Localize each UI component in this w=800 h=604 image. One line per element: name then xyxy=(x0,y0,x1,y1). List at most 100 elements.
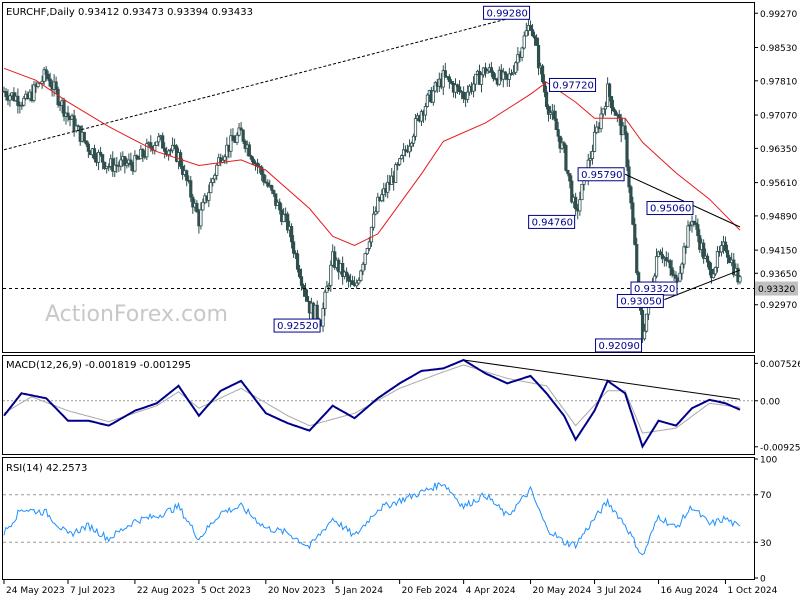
candle-body xyxy=(350,280,355,285)
rsi-panel-title: RSI(14) 42.2573 xyxy=(6,463,87,474)
price-label: 0.92520 xyxy=(277,321,318,332)
candle-body xyxy=(303,288,308,297)
candle-body xyxy=(658,251,663,256)
price-y-tick-label: 0.93650 xyxy=(760,270,797,280)
candle-body xyxy=(707,261,712,270)
price-y-tick-label: 0.99270 xyxy=(760,10,797,20)
candle-body xyxy=(455,84,460,88)
candle-body xyxy=(489,67,494,73)
candle-body xyxy=(514,62,518,73)
candle-body xyxy=(609,96,614,109)
price-label-box xyxy=(528,214,576,229)
candle-body xyxy=(329,264,333,286)
candle-body xyxy=(386,181,390,193)
candle-body xyxy=(433,82,437,92)
candle-body xyxy=(407,145,412,153)
candle-body xyxy=(457,86,462,92)
candle-body xyxy=(211,178,215,183)
candle-body xyxy=(546,106,551,115)
candle-body xyxy=(611,107,616,112)
candle-body xyxy=(552,110,556,120)
candle-body xyxy=(282,214,286,222)
candle-body xyxy=(92,148,97,160)
candle-body xyxy=(305,296,310,302)
candle-body xyxy=(711,273,716,279)
candle-body xyxy=(135,155,139,159)
candle-body xyxy=(668,260,672,269)
candle-body xyxy=(617,114,621,119)
candle-body xyxy=(715,251,720,268)
macd-line xyxy=(3,358,741,449)
candle-body xyxy=(613,110,617,116)
candle-body xyxy=(231,135,235,141)
candle-body xyxy=(680,263,684,274)
candle-body xyxy=(82,131,86,142)
candle-body xyxy=(213,174,217,180)
candle-body xyxy=(54,81,58,90)
candle-body xyxy=(153,144,157,151)
x-axis-tick-label: 7 Jul 2023 xyxy=(70,586,115,596)
candle-body xyxy=(141,149,145,157)
candle-body xyxy=(723,241,728,251)
candle-body xyxy=(540,65,545,83)
candle-body xyxy=(692,220,696,224)
candle-body xyxy=(522,35,526,49)
x-axis-tick-label: 24 May 2023 xyxy=(6,586,65,596)
candle-body xyxy=(161,135,165,149)
candle-body xyxy=(398,158,402,165)
candle-body xyxy=(509,73,514,75)
candle-body xyxy=(376,196,380,213)
candle-body xyxy=(16,95,20,106)
candle-body xyxy=(363,253,367,265)
price-label: 0.99280 xyxy=(487,8,528,19)
candle-body xyxy=(431,90,435,103)
candle-body xyxy=(22,97,26,106)
candle-body xyxy=(485,70,490,74)
candle-body xyxy=(580,183,584,201)
candle-body xyxy=(736,267,740,283)
candle-body xyxy=(403,149,408,152)
candle-body xyxy=(191,196,195,208)
price-label: 0.95790 xyxy=(581,170,622,181)
macd-y-tick-label: 0.007526 xyxy=(760,360,800,370)
candle-body xyxy=(705,255,710,263)
candle-body xyxy=(443,70,447,77)
candle-body xyxy=(568,173,572,182)
candle-body xyxy=(119,159,123,167)
candle-body xyxy=(473,73,478,85)
candle-body xyxy=(503,71,507,75)
candle-body xyxy=(333,251,337,268)
candle-body xyxy=(725,250,730,258)
candle-body xyxy=(241,129,245,142)
rsi-line xyxy=(3,481,741,556)
candle-body xyxy=(163,147,167,152)
candle-body xyxy=(365,248,369,255)
candle-body xyxy=(290,226,294,243)
candle-body xyxy=(48,78,52,87)
candle-body xyxy=(635,244,639,274)
candle-body xyxy=(239,127,243,131)
candle-body xyxy=(660,254,665,260)
candle-body xyxy=(528,25,533,31)
candle-body xyxy=(169,149,173,152)
triangle-trendline xyxy=(624,173,741,228)
x-axis-tick-label: 5 Jan 2024 xyxy=(335,586,383,596)
candle-body xyxy=(664,257,668,261)
candle-body xyxy=(98,151,103,155)
price-y-tick-label: 0.98530 xyxy=(760,44,797,54)
candle-body xyxy=(625,132,629,168)
candle-body xyxy=(400,155,404,160)
candle-body xyxy=(84,140,88,145)
candle-body xyxy=(325,286,329,293)
candle-body xyxy=(249,155,253,160)
candle-body xyxy=(72,115,76,132)
candle-body xyxy=(466,91,470,100)
candle-body xyxy=(678,272,682,282)
price-label: 0.92090 xyxy=(599,341,640,352)
candle-body xyxy=(56,88,60,106)
candle-body xyxy=(278,201,282,211)
candle-body xyxy=(642,330,647,340)
candle-body xyxy=(425,94,430,107)
candle-body xyxy=(633,223,637,245)
candle-body xyxy=(299,276,304,286)
